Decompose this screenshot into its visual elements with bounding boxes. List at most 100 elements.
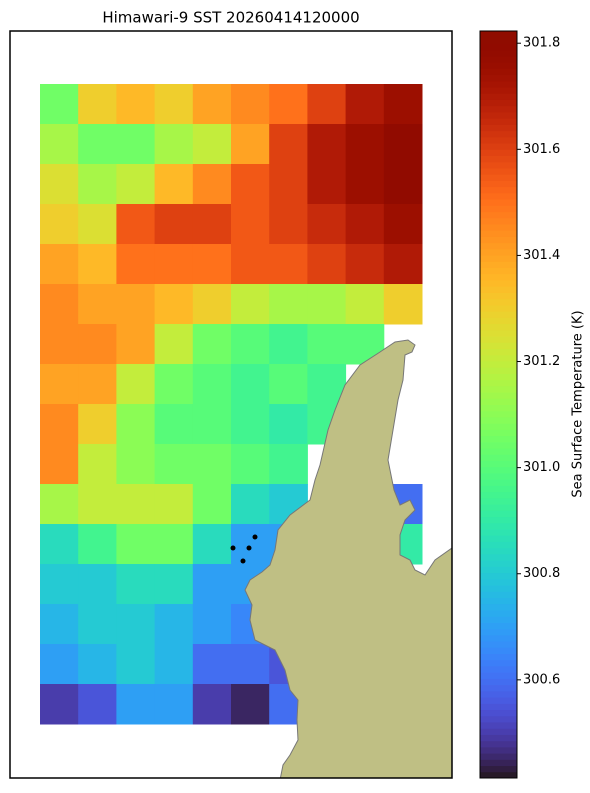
colorbar-swatch [480,329,517,337]
sst-cell [231,404,270,445]
sst-cell [40,684,79,725]
colorbar-swatch [480,205,517,213]
colorbar-swatch [480,746,517,754]
colorbar-swatch [480,55,517,63]
colorbar-swatch [480,721,517,729]
sst-cell [40,364,79,405]
colorbar-swatch [480,37,517,44]
colorbar-swatch [480,398,517,405]
sst-cell [307,84,347,125]
colorbar-swatch [480,771,517,779]
sst-cell [40,484,79,525]
sst-cell [231,644,270,685]
sst-cell [40,564,79,605]
colorbar-swatch [480,242,517,250]
sst-cell [383,124,423,165]
colorbar-swatch [480,566,517,574]
colorbar-tick-label: 301.4 [523,248,560,263]
sst-cell [154,524,194,565]
sst-cell [192,484,232,525]
colorbar-swatch [480,118,517,125]
colorbar-tick-label: 301.6 [523,142,560,157]
colorbar-swatch [480,416,517,424]
sst-cell [40,244,79,285]
sst-cell [231,524,270,565]
sst-cell [269,404,308,445]
colorbar-swatch [480,174,517,181]
sst-cell [78,364,117,405]
sst-cell [78,524,117,565]
sst-cell [116,124,156,165]
sst-cell [345,164,385,205]
sst-cell [231,684,270,725]
colorbar-swatch [480,609,517,617]
colorbar-swatch [480,466,517,474]
colorbar-swatch [480,740,517,748]
sst-cell [40,524,79,565]
colorbar-swatch [480,728,517,735]
colorbar-swatch [480,342,517,349]
sst-cell [116,644,156,685]
sst-cell [231,164,270,205]
sst-cell [116,404,156,445]
colorbar-swatch [480,255,517,262]
sst-cell [383,284,423,325]
sst-cell [116,364,156,405]
sst-cell [269,284,308,325]
sst-cell [154,244,194,285]
sst-cell [231,284,270,325]
sst-cell [154,324,194,365]
colorbar-swatch [480,578,517,586]
colorbar-swatch [480,236,517,244]
colorbar-swatch [480,448,517,455]
sst-cell [192,124,232,165]
sst-cell [269,364,308,405]
colorbar-swatch [480,547,517,555]
colorbar-tick-label: 300.8 [523,566,560,581]
sst-cell [78,404,117,445]
colorbar-swatch [480,522,517,530]
colorbar-swatch [480,510,517,518]
colorbar-swatch [480,336,517,343]
colorbar-swatch [480,74,517,82]
sst-cell [192,284,232,325]
colorbar-swatch [480,149,517,156]
sst-cell [231,84,270,125]
sst-cell [116,284,156,325]
sst-cell [40,84,79,125]
sst-cell [307,204,347,245]
sst-cell [78,204,117,245]
colorbar-swatch [480,317,517,325]
colorbar-swatch [480,504,517,511]
colorbar-swatch [480,261,517,269]
colorbar-swatch [480,292,517,300]
sst-cell [383,204,423,245]
colorbar-swatch [480,560,517,567]
colorbar-swatch [480,186,517,194]
sst-cell [116,684,156,725]
sst-cell [116,604,156,645]
colorbar-swatch [480,80,517,88]
sst-cell [154,604,194,645]
colorbar-swatch [480,541,517,549]
sst-cell [116,564,156,605]
sst-cell [78,244,117,285]
colorbar-swatch [480,653,517,661]
colorbar-swatch [480,603,517,611]
colorbar-swatch [480,280,517,287]
colorbar-swatch [480,167,517,175]
map-title: Himawari-9 SST 20260414120000 [102,9,359,27]
colorbar-swatch [480,659,517,667]
colorbar-swatch [480,373,517,381]
colorbar-swatch [480,304,517,312]
colorbar-swatch [480,392,517,399]
colorbar-swatch [480,765,517,773]
colorbar-swatch [480,634,517,642]
sst-cell [192,84,232,125]
sst-cell [78,444,117,485]
colorbar-swatch [480,360,517,368]
map-frame [9,30,453,779]
colorbar-swatch [480,99,517,107]
colorbar: 300.6 300.8 301.0 301.2 301.4 301.6 301.8 [480,31,560,779]
